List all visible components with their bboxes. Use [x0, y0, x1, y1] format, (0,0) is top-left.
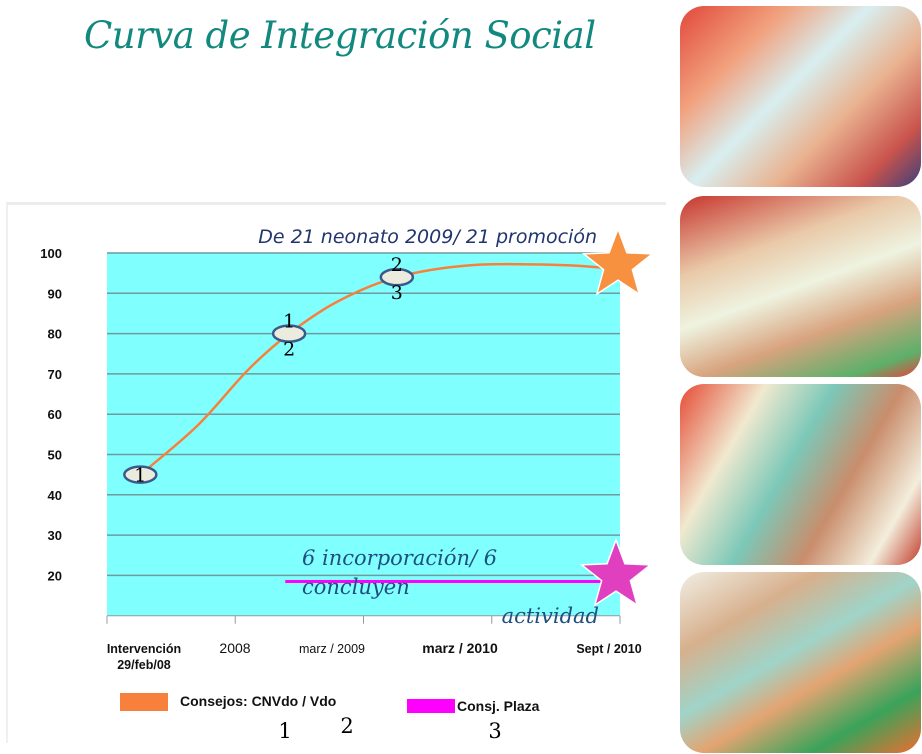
- annotation-concluyen: concluyen: [302, 575, 410, 599]
- legend-swatch-plaza: [407, 699, 455, 713]
- annotation-actividad: actividad: [502, 604, 599, 628]
- data-point-marker: [379, 267, 415, 287]
- x-tick-label: marz / 2009: [299, 642, 365, 656]
- photo-baby-lying-toy: [680, 572, 921, 753]
- marker-label-above: 1: [283, 311, 295, 333]
- annotation-incorporacion: 6 incorporación/ 6: [302, 546, 497, 570]
- x-tick-label: Intervención: [107, 642, 181, 656]
- legend-label-plaza: Consj. Plaza: [457, 698, 540, 714]
- y-tick-label: 70: [48, 367, 62, 382]
- y-tick-label: 100: [40, 246, 62, 261]
- integration-curve-chart: 20 30 40 50 60 70 80 90 100 Intervención 29/feb/08…: [40, 226, 655, 743]
- legend-label-consejos: Consejos: CNVdo / Vdo: [180, 693, 336, 709]
- legend-number: 2: [340, 714, 353, 738]
- x-tick-label: marz / 2010: [422, 640, 498, 656]
- y-tick-label: 40: [48, 488, 62, 503]
- star-icon: [581, 226, 655, 296]
- series-line-1: [139, 262, 621, 476]
- y-tick-label: 80: [48, 327, 62, 342]
- star-icon: [579, 537, 653, 607]
- legend-number: 1: [278, 719, 291, 743]
- marker-label: 1: [134, 465, 146, 487]
- x-tick-label: Sept / 2010: [576, 642, 641, 656]
- chart-panel: 20 30 40 50 60 70 80 90 100 Intervención 29/feb/08…: [6, 202, 666, 743]
- marker-label-below: 2: [283, 339, 295, 361]
- annotation-top: De 21 neonato 2009/ 21 promoción: [258, 226, 597, 248]
- data-point-marker: [271, 324, 307, 343]
- y-tick-label: 30: [48, 528, 62, 543]
- data-point-marker: [123, 465, 158, 484]
- legend-swatch-consejos: [120, 693, 168, 711]
- y-tick-label: 50: [48, 448, 62, 463]
- photo-baby-massage-back-1: [680, 196, 921, 377]
- x-tick-label: 2008: [219, 640, 250, 656]
- y-tick-label: 60: [48, 407, 62, 422]
- photo-baby-massage-legs: [680, 6, 921, 187]
- slide-title: Curva de Integración Social: [84, 14, 596, 57]
- y-tick-label: 90: [48, 286, 62, 301]
- y-tick-label: 20: [48, 568, 62, 583]
- x-tick-label-line2: 29/feb/08: [117, 658, 171, 672]
- marker-label-below: 3: [391, 282, 403, 304]
- marker-label-above: 2: [391, 254, 403, 276]
- photo-baby-massage-back-2: [680, 384, 921, 565]
- legend-number: 3: [488, 719, 501, 743]
- plot-area: [107, 253, 620, 616]
